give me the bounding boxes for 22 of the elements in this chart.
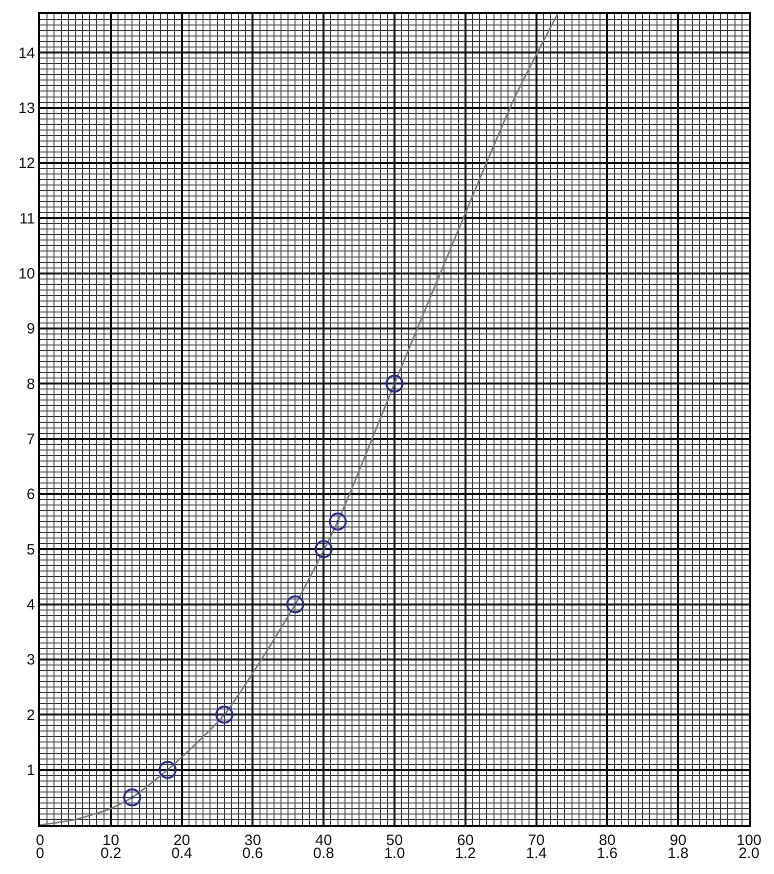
y-tick-label: 1 <box>26 762 35 780</box>
y-tick-label: 14 <box>18 44 35 62</box>
y-tick-label: 13 <box>18 100 35 118</box>
point <box>386 374 404 393</box>
point <box>123 788 142 806</box>
y-tick-label: 6 <box>26 486 35 504</box>
point <box>158 760 177 779</box>
y-tick-label: 10 <box>18 266 35 283</box>
y-tick-label: 5 <box>26 541 35 558</box>
y-tick-label: 11 <box>19 210 35 228</box>
line-series <box>40 14 558 825</box>
y-tick-label: 7 <box>26 431 35 448</box>
y-tick-label: 8 <box>26 376 35 393</box>
y-tick-label: 9 <box>26 320 35 338</box>
point <box>286 595 304 614</box>
point <box>215 706 234 724</box>
point <box>314 540 333 558</box>
y-tick-label: 4 <box>26 596 35 614</box>
y-tick-label: 3 <box>26 652 35 669</box>
point <box>328 512 347 531</box>
y-tick-label: 12 <box>18 155 35 172</box>
y-tick-label: 2 <box>26 706 35 724</box>
